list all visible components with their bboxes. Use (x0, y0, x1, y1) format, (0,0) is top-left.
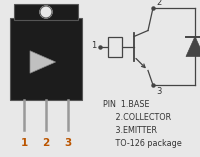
Polygon shape (185, 36, 200, 57)
Text: 3: 3 (64, 138, 71, 148)
Text: 1: 1 (90, 41, 96, 50)
Text: 2: 2 (42, 138, 49, 148)
Text: 2: 2 (155, 0, 160, 7)
Text: 3: 3 (155, 87, 161, 96)
Bar (10, 18, 82, 100)
Text: 2.COLLECTOR: 2.COLLECTOR (102, 113, 170, 122)
Bar (107, 36, 121, 57)
Circle shape (40, 6, 52, 18)
Text: 3.EMITTER: 3.EMITTER (102, 126, 156, 135)
Polygon shape (30, 51, 55, 73)
Text: TO-126 package: TO-126 package (102, 139, 181, 148)
Text: PIN  1.BASE: PIN 1.BASE (102, 100, 149, 109)
Bar (14, 4, 78, 20)
Text: 1: 1 (20, 138, 27, 148)
Text: VD: VD (199, 41, 200, 51)
